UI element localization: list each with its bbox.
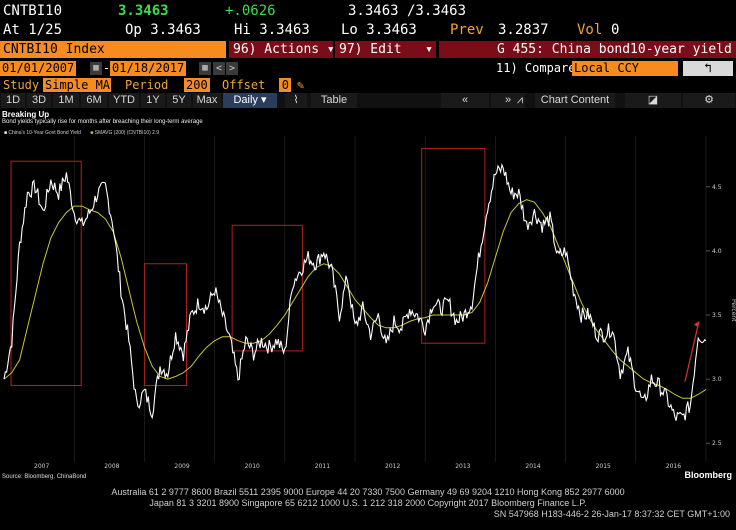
offset-input[interactable]: 0 (279, 78, 291, 92)
x-tick-label: 2015 (596, 463, 611, 470)
security-field[interactable]: CNTBI10 Index (0, 41, 226, 58)
period-button[interactable]: 1Y (141, 93, 165, 108)
bloomberg-logo: Bloomberg (684, 470, 732, 480)
highlight-box (421, 147, 486, 344)
compare-select[interactable]: Local CCY (572, 61, 678, 76)
chart-content-icon[interactable]: ⩘ (516, 94, 524, 106)
vol-value: 0 (611, 22, 620, 38)
trend-arrow (684, 321, 700, 382)
period-button[interactable]: 6M (81, 93, 107, 108)
legend-ma-marker: ■ (90, 130, 94, 136)
x-tick-label: 2014 (525, 463, 540, 470)
back-arrow-icon[interactable]: ↰ (683, 61, 733, 76)
legend: ■ China's 10-Year Govt Bond Yield ■ SMAV… (4, 130, 159, 136)
highlight-box (10, 160, 82, 387)
frequency-select[interactable]: Daily ▾ (223, 93, 277, 108)
legend-ma: SMAVG (200) (CNTBI10) 2.9 (94, 130, 160, 136)
study-select[interactable]: Simple MA (43, 78, 111, 92)
compare-label: 11) Compare (496, 61, 576, 75)
quote-time: At 1/25 (3, 22, 63, 38)
bid-ask: 3.3463 /3.3463 (348, 3, 467, 19)
open-price: Op 3.3463 (125, 22, 201, 38)
y-tick-label: 4.5 (712, 184, 722, 191)
high-price: Hi 3.3463 (234, 22, 310, 38)
vol-label: Vol (577, 22, 603, 38)
study-label: Study (3, 78, 40, 92)
x-tick-label: 2013 (455, 463, 470, 470)
range-row: 01/01/2007 ▦ - 01/18/2017 ▦ < > 11) Comp… (0, 61, 736, 76)
pencil-icon[interactable]: ✎ (297, 78, 305, 92)
chart-source: Source: Bloomberg, ChinaBond (2, 474, 87, 480)
x-tick-label: 2012 (385, 463, 400, 470)
y-axis-label: Percent (730, 299, 736, 322)
price-chart: 4.5 4.0 3.5 3.0 2.5 2007 2008 2009 2010 2011 2012… (3, 136, 736, 470)
line-chart-icon[interactable]: ⌇ (285, 93, 307, 108)
chevron-down-icon: ▾ (425, 42, 433, 57)
function-title: G 455: China bond10-year yield (439, 41, 736, 58)
chevron-left-icon[interactable]: < (213, 62, 225, 75)
footer-line-1: Australia 61 2 9777 8600 Brazil 5511 239… (111, 487, 625, 497)
x-tick-label: 2016 (666, 463, 681, 470)
x-tick-label: 2008 (104, 463, 119, 470)
highlight-box (231, 224, 303, 352)
double-chevron-left-icon[interactable]: « (441, 93, 489, 108)
calendar-icon[interactable]: ▦ (90, 62, 102, 75)
chart-content-button[interactable]: Chart Content (535, 93, 615, 108)
period-button[interactable]: 1M (53, 93, 79, 108)
legend-price-marker: ■ (4, 130, 8, 136)
y-tick-label: 4.0 (712, 248, 722, 255)
y-tick-label: 3.0 (712, 376, 722, 383)
footer-line-2: Japan 81 3 3201 8900 Singapore 65 6212 1… (149, 498, 587, 508)
quote-row: At 1/25 Op 3.3463 Hi 3.3463 Lo 3.3463 Pr… (0, 22, 736, 38)
edit-menu-label: 97) Edit (339, 42, 402, 57)
actions-menu-button[interactable]: 96) Actions ▾ (229, 41, 335, 58)
table-button[interactable]: Table (311, 93, 357, 108)
period-button[interactable]: 3D (27, 93, 51, 108)
low-price: Lo 3.3463 (341, 22, 417, 38)
arrow-shaft (684, 321, 700, 382)
chart-area: Breaking Up Bond yields typically rise f… (0, 108, 736, 485)
price-line (3, 163, 707, 421)
edit-chart-icon[interactable]: ◪ (625, 93, 681, 108)
gear-icon[interactable]: ⚙ (683, 93, 735, 108)
period-button[interactable]: 5Y (167, 93, 191, 108)
calendar-icon[interactable]: ▦ (199, 62, 211, 75)
chart-subtitle: Bond yields typically rise for months af… (2, 119, 203, 125)
x-tick-label: 2009 (174, 463, 189, 470)
ticker-row: CNTBI10 3.3463 +.0626 3.3463 /3.3463 (0, 3, 736, 19)
prev-label: Prev (450, 22, 484, 38)
legend-price: China's 10-Year Govt Bond Yield (8, 130, 81, 136)
date-separator: - (103, 61, 111, 75)
start-date-field[interactable]: 01/01/2007 (0, 61, 77, 76)
y-tick-label: 2.5 (712, 440, 722, 447)
x-tick-label: 2010 (245, 463, 260, 470)
x-tick-label: 2011 (315, 463, 330, 470)
footer-line-3: SN 547968 H183-446-2 26-Jan-17 8:37:32 C… (493, 509, 730, 519)
command-bar: CNTBI10 Index 96) Actions ▾ 97) Edit ▾ G… (0, 41, 736, 58)
offset-label: Offset (222, 78, 266, 92)
end-date-field[interactable]: 01/18/2017 (110, 61, 187, 76)
arrow-head (693, 321, 699, 328)
chart-title: Breaking Up (2, 110, 50, 119)
chevron-right-icon[interactable]: > (226, 62, 238, 75)
highlight-box (143, 263, 188, 387)
chart-toolbar: 1D 3D 1M 6M YTD 1Y 5Y Max Daily ▾ ⌇ Tabl… (0, 93, 736, 108)
ticker-symbol: CNTBI10 (3, 3, 63, 19)
y-tick-label: 3.5 (712, 312, 722, 319)
period-input[interactable]: 200 (184, 78, 210, 92)
last-price: 3.3463 (118, 3, 169, 19)
net-change: +.0626 (225, 3, 276, 19)
study-row: Study Simple MA Period 200 Offset 0 ✎ (0, 78, 736, 92)
double-chevron-right-icon[interactable]: » (491, 93, 525, 108)
x-tick-label: 2007 (34, 463, 49, 470)
edit-menu-button[interactable]: 97) Edit ▾ (335, 41, 436, 58)
period-button[interactable]: 1D (1, 93, 25, 108)
period-button[interactable]: Max (193, 93, 221, 108)
period-label: Period (125, 78, 169, 92)
period-button[interactable]: YTD (109, 93, 139, 108)
prev-value: 3.2837 (498, 22, 549, 38)
